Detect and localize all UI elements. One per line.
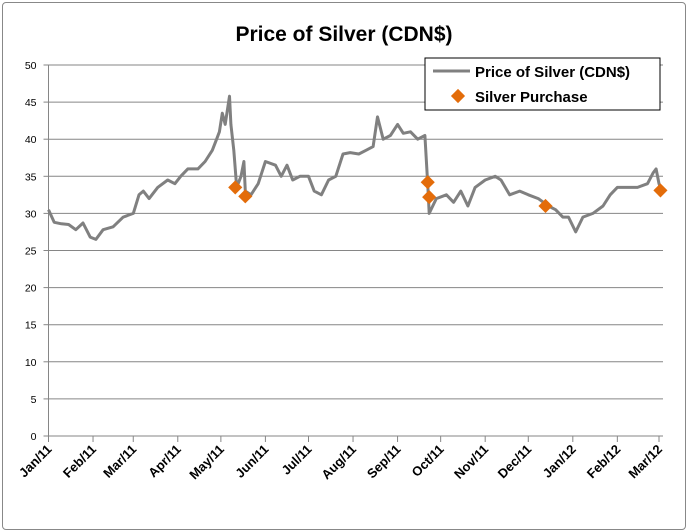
gridlines xyxy=(48,64,663,400)
price-line xyxy=(47,94,664,241)
x-tick-label: Mar/11 xyxy=(100,442,139,481)
x-tick-label: Apr/11 xyxy=(145,442,184,481)
y-tick-label: 0 xyxy=(31,431,37,443)
chart-title: Price of Silver (CDN$) xyxy=(235,23,452,46)
x-tick-label: Sep/11 xyxy=(364,442,404,482)
y-tick-label: 50 xyxy=(25,60,37,72)
y-tick-label: 5 xyxy=(31,394,37,406)
purchase-marker xyxy=(538,198,553,214)
y-tick-label: 15 xyxy=(25,320,37,332)
x-tick-label: Aug/11 xyxy=(318,442,359,483)
y-tick-label: 35 xyxy=(25,171,37,183)
purchase-marker xyxy=(422,190,437,205)
y-tick-label: 10 xyxy=(25,357,37,369)
x-tick-label: Jul/11 xyxy=(278,442,314,478)
y-tick-label: 40 xyxy=(25,134,37,146)
legend-box xyxy=(424,57,661,111)
y-tick-label: 30 xyxy=(25,208,37,220)
legend: Price of Silver (CDN$) Silver Purchase xyxy=(424,57,661,111)
purchase-marker xyxy=(228,180,243,195)
legend-diamond-swatch xyxy=(450,88,466,104)
x-tick-label: Jan/12 xyxy=(540,442,579,481)
axes: 0 5 10 15 20 25 30 35 40 45 50 Jan/11 Feb/11 Mar/11 Ap… xyxy=(16,60,665,482)
y-tick-label: 25 xyxy=(25,246,37,258)
legend-label-purchase: Silver Purchase xyxy=(475,89,588,106)
purchase-marker xyxy=(238,189,253,204)
x-tick-label: Jan/11 xyxy=(16,442,55,481)
legend-label-price: Price of Silver (CDN$) xyxy=(475,64,630,81)
y-tick-label: 45 xyxy=(25,97,37,109)
x-tick-label: Nov/11 xyxy=(451,442,491,482)
y-tick-label: 20 xyxy=(25,283,37,295)
purchase-marker xyxy=(420,175,435,190)
x-tick-label: Oct/11 xyxy=(409,442,447,480)
x-tick-label: Mar/12 xyxy=(625,442,665,482)
x-tick-label: May/11 xyxy=(186,442,227,483)
x-tick-label: Feb/12 xyxy=(584,442,624,482)
plot-area xyxy=(47,94,668,241)
x-tick-label: Dec/11 xyxy=(495,442,535,482)
x-tick-label: Jun/11 xyxy=(232,442,271,481)
purchase-marker xyxy=(653,183,668,198)
x-tick-label: Feb/11 xyxy=(60,442,99,481)
